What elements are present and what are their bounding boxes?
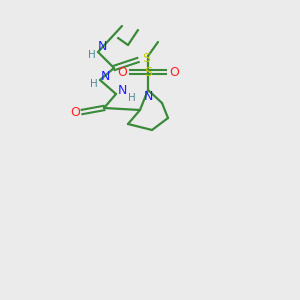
Text: N: N bbox=[117, 83, 127, 97]
Text: N: N bbox=[97, 40, 107, 53]
Text: O: O bbox=[117, 65, 127, 79]
Text: N: N bbox=[100, 70, 110, 83]
Text: O: O bbox=[70, 106, 80, 118]
Text: N: N bbox=[143, 91, 153, 103]
Text: H: H bbox=[128, 93, 136, 103]
Text: H: H bbox=[88, 50, 96, 60]
Text: O: O bbox=[169, 65, 179, 79]
Text: H: H bbox=[90, 79, 98, 89]
Text: S: S bbox=[142, 52, 150, 65]
Text: S: S bbox=[144, 67, 152, 80]
